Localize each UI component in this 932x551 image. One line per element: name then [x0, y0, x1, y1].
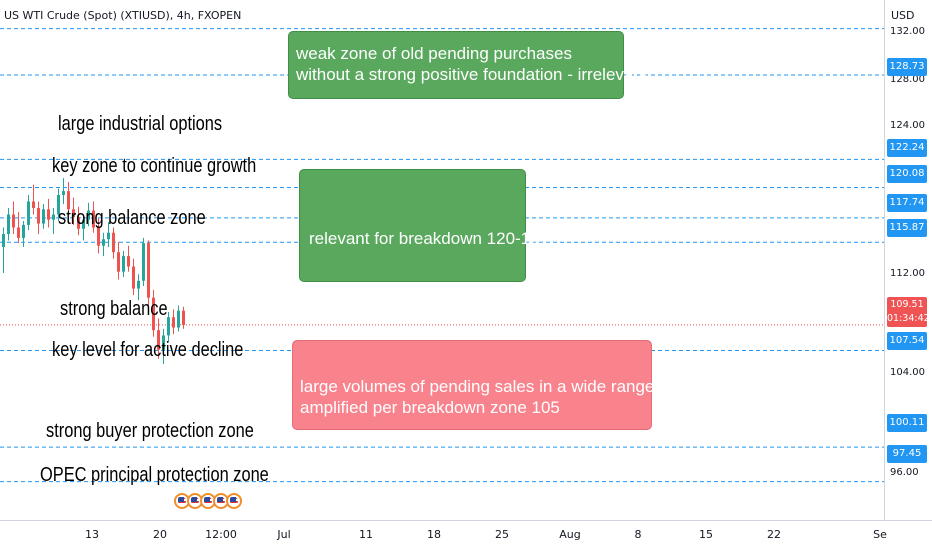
- level-pill: 122.24: [887, 139, 927, 157]
- candle-body: [152, 297, 155, 331]
- callout-breakdown[interactable]: relevant for breakdown 120-121: [299, 169, 550, 282]
- price-tick: 128.00: [890, 74, 925, 85]
- candle-body: [2, 234, 5, 247]
- time-tick: 11: [359, 528, 373, 541]
- candle-body: [117, 252, 120, 272]
- candle-body: [172, 317, 175, 328]
- callout-breakdown-line1: relevant for breakdown 120-121: [309, 229, 550, 248]
- candle-body: [27, 201, 30, 225]
- callout-weak-zone-line1: weak zone of old pending purchases: [296, 44, 572, 63]
- candle-body: [142, 243, 145, 281]
- candle-body: [182, 310, 185, 325]
- candle-body: [77, 217, 80, 229]
- candle-body: [127, 256, 130, 267]
- time-tick: 12:00: [205, 528, 237, 541]
- level-pill: 128.73: [887, 58, 927, 76]
- callout-sales[interactable]: large volumes of pending sales in a wide…: [292, 340, 655, 430]
- note-key-zone-growth[interactable]: key zone to continue growth: [52, 155, 257, 177]
- note-strong-balance[interactable]: strong balance: [60, 298, 168, 320]
- time-tick: Aug: [559, 528, 581, 541]
- price-tick: 112.00: [890, 268, 925, 279]
- candle-body: [112, 232, 115, 253]
- candle-body: [52, 214, 55, 220]
- candle-body: [107, 232, 110, 240]
- candle-body: [137, 280, 140, 289]
- symbol-title: US WTI Crude (Spot) (XTIUSD), 4h, FXOPEN: [4, 9, 242, 22]
- price-tick: 124.00: [890, 120, 925, 131]
- time-tick: 22: [767, 528, 781, 541]
- candle-body: [42, 209, 45, 224]
- price-tick: 132.00: [890, 26, 925, 37]
- candle-body: [12, 214, 15, 228]
- time-tick: 13: [85, 528, 99, 541]
- time-axis[interactable]: [0, 520, 932, 551]
- time-tick: Jul: [277, 528, 291, 541]
- candle-body: [32, 201, 35, 208]
- candle-body: [62, 191, 65, 195]
- candle-body: [7, 214, 10, 234]
- note-opec-protection[interactable]: OPEC principal protection zone: [40, 464, 269, 486]
- level-pill: 107.54: [887, 332, 927, 350]
- candle-body: [92, 210, 95, 228]
- last-price-value: 109.51: [890, 299, 924, 310]
- level-pill: 120.08: [887, 165, 927, 183]
- callout-weak-zone-line2: without a strong positive foundation - i…: [296, 65, 648, 84]
- level-pill: 115.87: [887, 219, 927, 237]
- level-pill: 97.45: [887, 445, 927, 463]
- last-price-pill: 109.51 01:34:42: [887, 297, 930, 327]
- price-tick: 96.00: [890, 467, 919, 478]
- bar-countdown: 01:34:42: [887, 313, 930, 324]
- candle-body: [97, 227, 100, 246]
- callout-weak-zone[interactable]: weak zone of old pending purchases witho…: [288, 31, 648, 99]
- us-flag-event-icon[interactable]: [226, 493, 242, 509]
- candle-body: [87, 210, 90, 220]
- candle-body: [47, 209, 50, 220]
- candle-body: [17, 227, 20, 238]
- candle-body: [82, 219, 85, 229]
- time-tick: Se: [873, 528, 887, 541]
- economic-events[interactable]: [174, 493, 242, 515]
- callout-sales-line1: large volumes of pending sales in a wide…: [300, 377, 655, 396]
- time-tick: 18: [427, 528, 441, 541]
- candle-body: [132, 266, 135, 289]
- candle-body: [122, 256, 125, 272]
- currency-label[interactable]: USD: [891, 9, 915, 22]
- candle-body: [72, 209, 75, 218]
- candle-body: [57, 195, 60, 215]
- time-tick: 15: [699, 528, 713, 541]
- us-flag-event-icon[interactable]: [213, 493, 229, 509]
- price-axis[interactable]: [884, 0, 932, 520]
- candle-body: [167, 317, 170, 336]
- note-buyer-protection[interactable]: strong buyer protection zone: [46, 420, 254, 442]
- candle-body: [102, 239, 105, 246]
- candle-body: [22, 224, 25, 238]
- note-large-industrial[interactable]: large industrial options: [58, 113, 223, 135]
- price-tick: 104.00: [890, 367, 925, 378]
- level-pill: 117.74: [887, 194, 927, 212]
- candle-body: [177, 310, 180, 328]
- level-pill: 100.11: [887, 414, 927, 432]
- time-tick: 8: [634, 528, 642, 541]
- candle-body: [157, 330, 160, 350]
- time-tick: 25: [495, 528, 509, 541]
- note-key-level-decline[interactable]: key level for active decline: [52, 339, 244, 361]
- candle-body: [162, 335, 165, 350]
- candle-body: [67, 191, 70, 210]
- note-strong-balance-zone[interactable]: strong balance zone: [58, 207, 206, 229]
- time-tick: 20: [153, 528, 167, 541]
- callout-sales-line2: amplified per breakdown zone 105: [300, 398, 560, 417]
- candle-body: [37, 208, 40, 224]
- candle-body: [147, 243, 150, 298]
